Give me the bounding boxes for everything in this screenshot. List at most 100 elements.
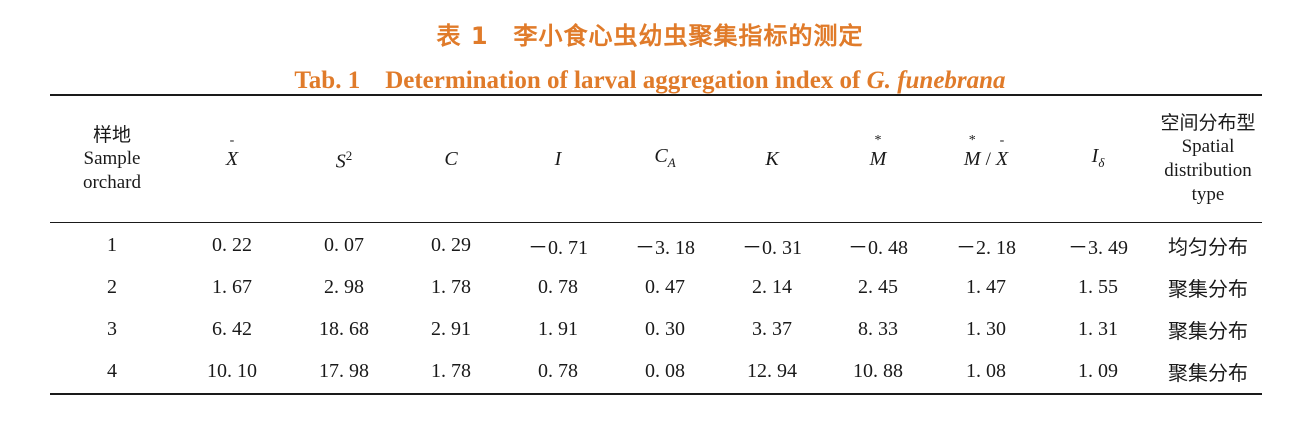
cell-idelta: 1. 55: [1078, 275, 1118, 298]
cell-s2: 18. 68: [319, 317, 369, 340]
symbol-s: S: [335, 150, 346, 173]
symbol-c: C: [444, 147, 458, 170]
cell-mx: 1. 08: [966, 359, 1006, 382]
cell-k: 12. 94: [747, 359, 797, 382]
cell-x: 10. 10: [207, 359, 257, 382]
cell-c: 1. 78: [431, 359, 471, 382]
header-type-en-line1: Spatial: [1181, 136, 1235, 157]
cell-i: 0. 78: [538, 359, 578, 382]
cell-site: 4: [107, 359, 117, 382]
cell-type: 均匀分布: [1168, 234, 1248, 259]
cell-k: －0. 31: [742, 236, 802, 259]
symbol-ca: CA: [654, 144, 675, 175]
caption-english-prefix: Tab. 1 Determination of larval aggregati…: [294, 67, 867, 94]
cell-ca: －3. 18: [635, 236, 695, 259]
header-idelta: Iδ: [1042, 96, 1154, 222]
cell-i: 0. 78: [538, 275, 578, 298]
header-variance: S2: [290, 96, 398, 222]
subscript-delta: δ: [1098, 154, 1105, 170]
cell-m: 10. 88: [853, 359, 903, 382]
aggregation-index-table: 样地 Sample orchard -X S2 C I CA K: [50, 96, 1262, 392]
table-top-rule: [50, 94, 1262, 96]
header-type-zh: 空间分布型: [1160, 112, 1256, 134]
table-row: 4 10. 10 17. 98 1. 78 0. 78 0. 08 12. 94…: [50, 350, 1262, 392]
cell-s2: 2. 98: [324, 275, 364, 298]
header-k: K: [718, 96, 826, 222]
cell-ca: 0. 47: [645, 275, 685, 298]
cell-mx: －2. 18: [956, 236, 1016, 259]
symbol-s-squared: S2: [336, 144, 353, 174]
ratio-slash: /: [985, 148, 991, 170]
cell-m: 8. 33: [858, 317, 898, 340]
subscript-a: A: [667, 154, 676, 170]
symbol-x-ratio: X: [995, 147, 1009, 170]
table-header-row: 样地 Sample orchard -X S2 C I CA K: [50, 96, 1262, 222]
cell-x: 6. 42: [212, 317, 252, 340]
symbol-m: M: [869, 147, 887, 170]
symbol-m-star-ratio: * M: [963, 133, 981, 171]
header-type-en-line2: distribution: [1164, 160, 1252, 181]
cell-idelta: 1. 31: [1078, 317, 1118, 340]
cell-site: 3: [107, 317, 117, 340]
cell-m: 2. 45: [858, 275, 898, 298]
header-site-zh: 样地: [92, 124, 131, 146]
symbol-idelta: Iδ: [1092, 144, 1105, 175]
header-site-en-line2: orchard: [82, 172, 142, 193]
header-site-en-line1: Sample: [83, 148, 141, 169]
overbar-x-ratio: -: [999, 132, 1005, 148]
symbol-x: X: [225, 147, 239, 170]
cell-idelta: －3. 49: [1068, 236, 1128, 259]
header-type-en-line3: type: [1191, 184, 1225, 205]
cell-k: 3. 37: [752, 317, 792, 340]
cell-c: 2. 91: [431, 317, 471, 340]
symbol-ca-base: C: [654, 144, 668, 167]
cell-s2: 17. 98: [319, 359, 369, 382]
cell-i: 1. 91: [538, 317, 578, 340]
table-caption-english: Tab. 1 Determination of larval aggregati…: [0, 60, 1300, 96]
symbol-x-bar-ratio: -X: [995, 133, 1009, 171]
cell-mx: 1. 30: [966, 317, 1006, 340]
cell-m: －0. 48: [848, 236, 908, 259]
table-row: 1 0. 22 0. 07 0. 29 －0. 71 －3. 18 －0. 31…: [50, 222, 1262, 266]
exponent-2: 2: [345, 147, 353, 163]
cell-k: 2. 14: [752, 275, 792, 298]
table-row: 3 6. 42 18. 68 2. 91 1. 91 0. 30 3. 37 8…: [50, 308, 1262, 350]
symbol-idelta-base: I: [1091, 144, 1099, 167]
cell-type: 聚集分布: [1168, 360, 1248, 385]
star-m-ratio: *: [968, 132, 976, 148]
symbol-x-bar: -X: [225, 133, 239, 171]
cell-ca: 0. 08: [645, 359, 685, 382]
table-bottom-rule: [50, 393, 1262, 395]
cell-x: 0. 22: [212, 233, 252, 256]
star-m: *: [874, 132, 882, 148]
overbar-x: -: [229, 132, 235, 148]
cell-i: －0. 71: [528, 236, 588, 259]
symbol-i: I: [554, 147, 562, 170]
symbol-k: K: [765, 147, 779, 170]
symbol-m-star: * M: [869, 133, 887, 171]
cell-idelta: 1. 09: [1078, 359, 1118, 382]
header-i: I: [504, 96, 612, 222]
header-mean-crowding: * M: [826, 96, 930, 222]
cell-mx: 1. 47: [966, 275, 1006, 298]
header-sample-orchard: 样地 Sample orchard: [50, 96, 174, 222]
header-patchiness: * M / - X: [930, 96, 1042, 222]
table-header-rule: [50, 222, 1262, 223]
cell-c: 1. 78: [431, 275, 471, 298]
cell-type: 聚集分布: [1168, 318, 1248, 343]
cell-type: 聚集分布: [1168, 276, 1248, 301]
header-c: C: [398, 96, 504, 222]
symbol-m-ratio: M: [963, 147, 981, 170]
cell-site: 2: [107, 275, 117, 298]
header-ca: CA: [612, 96, 718, 222]
table-caption-chinese: 表 1 李小食心虫幼虫聚集指标的测定: [436, 22, 864, 50]
caption-species-name: G. funebrana: [866, 67, 1006, 94]
cell-x: 1. 67: [212, 275, 252, 298]
header-mean: -X: [174, 96, 290, 222]
cell-c: 0. 29: [431, 233, 471, 256]
header-distribution-type: 空间分布型 Spatial distribution type: [1154, 96, 1262, 222]
table-row: 2 1. 67 2. 98 1. 78 0. 78 0. 47 2. 14 2.…: [50, 266, 1262, 308]
cell-ca: 0. 30: [645, 317, 685, 340]
cell-site: 1: [107, 233, 117, 256]
cell-s2: 0. 07: [324, 233, 364, 256]
